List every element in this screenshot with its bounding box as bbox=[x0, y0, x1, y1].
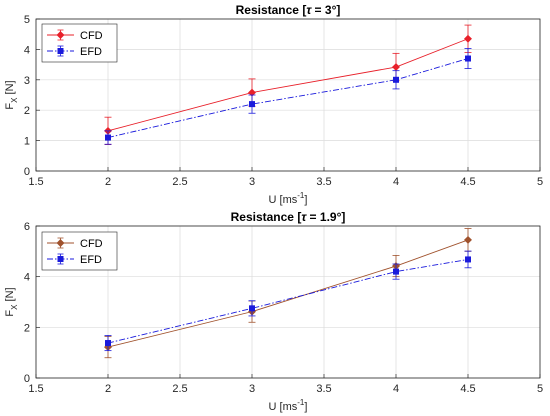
data-point bbox=[248, 101, 255, 108]
data-point bbox=[464, 34, 472, 43]
legend-items: CFD EFD bbox=[47, 237, 103, 266]
series-line bbox=[107, 38, 469, 132]
data-point bbox=[392, 76, 399, 83]
x-tick-label: 2 bbox=[105, 176, 111, 188]
x-tick-label: 3.5 bbox=[316, 383, 331, 395]
plot-area bbox=[36, 226, 540, 378]
series-line bbox=[107, 58, 469, 138]
x-axis-label: U [ms-1] bbox=[269, 191, 308, 206]
y-tick-label: 4 bbox=[24, 272, 30, 284]
y-tick-label: 6 bbox=[24, 221, 30, 233]
data-point bbox=[464, 256, 471, 263]
y-tick-label: 1 bbox=[24, 136, 30, 148]
legend: CFD EFD bbox=[41, 23, 118, 63]
ticks: 1.5 2 2.5 3 3.5 4 4.5 5 0 1 2 3 4 5 bbox=[24, 14, 543, 188]
y-tick-label: 0 bbox=[24, 166, 30, 178]
chart-top: 1.5 2 2.5 3 3.5 4 4.5 5 0 1 2 3 4 5 Resistance [τ = 3… bbox=[4, 3, 543, 206]
legend-box bbox=[41, 231, 118, 271]
data-point bbox=[464, 235, 472, 244]
y-axis-label: FX [N] bbox=[4, 287, 19, 316]
series-cfd bbox=[104, 24, 472, 145]
marks bbox=[104, 24, 472, 145]
legend: CFD EFD bbox=[41, 231, 118, 271]
y-tick-label: 3 bbox=[24, 75, 30, 87]
y-tick-label: 0 bbox=[24, 373, 30, 385]
x-tick-label: 1.5 bbox=[28, 383, 43, 395]
y-tick-label: 4 bbox=[24, 44, 30, 56]
legend-label: CFD bbox=[80, 238, 103, 250]
chart-bottom: 1.5 2 2.5 3 3.5 4 4.5 5 0 2 4 6 Resistance [τ = 1.9… bbox=[4, 210, 543, 413]
x-tick-label: 5 bbox=[537, 383, 543, 395]
x-tick-label: 4 bbox=[393, 383, 399, 395]
x-tick-label: 2.5 bbox=[172, 176, 187, 188]
y-axis-label: FX [N] bbox=[4, 80, 19, 109]
chart-title: Resistance [τ = 1.9°] bbox=[231, 210, 346, 224]
x-tick-label: 4 bbox=[393, 176, 399, 188]
chart-title: Resistance [τ = 3°] bbox=[236, 3, 341, 17]
y-tick-label: 2 bbox=[24, 105, 30, 117]
data-point bbox=[248, 305, 255, 312]
legend-marker bbox=[57, 48, 64, 55]
series-line bbox=[107, 258, 469, 344]
data-point bbox=[392, 268, 399, 275]
plot-area bbox=[36, 19, 540, 171]
x-tick-label: 5 bbox=[537, 176, 543, 188]
x-tick-label: 1.5 bbox=[28, 176, 43, 188]
series-efd bbox=[104, 48, 472, 145]
legend-label: CFD bbox=[80, 30, 103, 42]
legend-box bbox=[41, 23, 118, 63]
x-tick-label: 3.5 bbox=[316, 176, 331, 188]
ticks: 1.5 2 2.5 3 3.5 4 4.5 5 0 2 4 6 bbox=[24, 221, 543, 395]
x-tick-label: 3 bbox=[249, 383, 255, 395]
x-tick-label: 2.5 bbox=[172, 383, 187, 395]
data-point bbox=[105, 134, 112, 141]
axes-box bbox=[35, 18, 541, 172]
y-tick-label: 2 bbox=[24, 322, 30, 334]
x-tick-label: 2 bbox=[105, 383, 111, 395]
marks bbox=[104, 228, 472, 359]
legend-items: CFD EFD bbox=[47, 29, 103, 58]
data-point bbox=[464, 55, 471, 62]
axes-box bbox=[35, 225, 541, 379]
x-tick-label: 4.5 bbox=[460, 383, 475, 395]
legend-label: EFD bbox=[80, 46, 102, 58]
x-tick-label: 3 bbox=[249, 176, 255, 188]
data-point bbox=[105, 340, 112, 347]
legend-label: EFD bbox=[80, 254, 102, 266]
y-tick-label: 5 bbox=[24, 14, 30, 26]
series-efd bbox=[104, 250, 472, 352]
legend-marker bbox=[57, 255, 64, 262]
legend-marker bbox=[56, 239, 65, 247]
x-tick-label: 4.5 bbox=[460, 176, 475, 188]
legend-marker bbox=[56, 31, 65, 39]
x-axis-label: U [ms-1] bbox=[269, 398, 308, 413]
series-line bbox=[107, 239, 469, 348]
